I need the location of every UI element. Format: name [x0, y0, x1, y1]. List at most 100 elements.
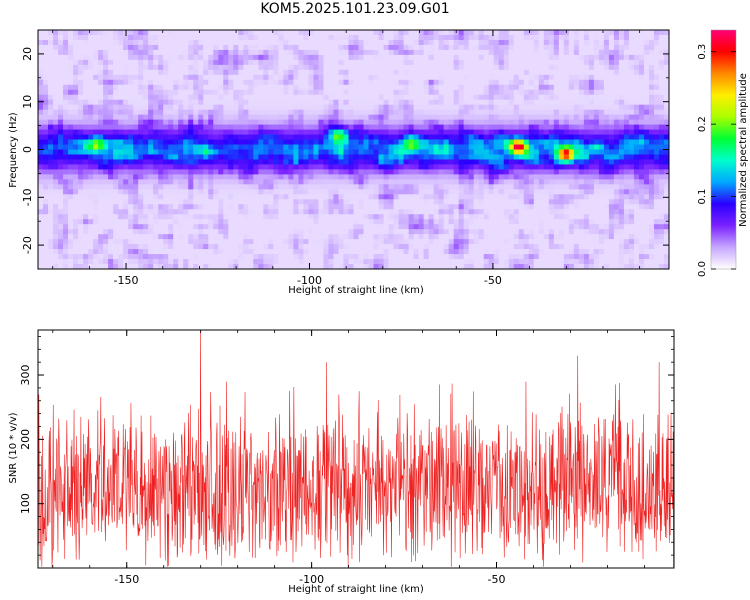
heatmap-cell [93, 204, 99, 210]
heatmap-cell [528, 74, 535, 81]
heatmap-cell [183, 154, 189, 160]
heatmap-cell [258, 149, 264, 155]
heatmap-cell [513, 204, 520, 210]
heatmap-cell [258, 30, 264, 36]
heatmap-cell [503, 99, 510, 106]
heatmap-cell [318, 89, 324, 96]
heatmap-cell [373, 54, 379, 61]
heatmap-cell [188, 124, 194, 130]
heatmap-cell [173, 114, 179, 121]
heatmap-cell [618, 89, 625, 96]
heatmap-cell [378, 114, 384, 121]
heatmap-cell [583, 204, 590, 210]
heatmap-cell [573, 174, 580, 180]
heatmap-cell [393, 179, 399, 185]
heatmap-cell [133, 204, 139, 210]
heatmap-cell [183, 69, 189, 76]
heatmap-cell [493, 94, 500, 101]
heatmap-cell [53, 134, 59, 140]
heatmap-cell [218, 59, 224, 66]
heatmap-cell [578, 144, 585, 150]
heatmap-cell [638, 114, 645, 121]
heatmap-cell [238, 34, 244, 41]
heatmap-cell [653, 94, 660, 101]
heatmap-cell [573, 74, 580, 81]
heatmap-cell [173, 119, 179, 126]
heatmap-cell [573, 54, 580, 61]
heatmap-cell [353, 64, 359, 71]
heatmap-cell [603, 164, 610, 170]
heatmap-cell [363, 39, 369, 46]
heatmap-cell [223, 124, 229, 130]
heatmap-cell [278, 164, 284, 170]
heatmap-cell [193, 144, 199, 150]
heatmap-cell [213, 49, 219, 56]
heatmap-cell [38, 94, 44, 101]
heatmap-cell [268, 174, 274, 180]
heatmap-cell [218, 34, 224, 41]
heatmap-cell [563, 104, 570, 111]
heatmap-cell [553, 154, 560, 160]
heatmap-cell [108, 94, 114, 101]
heatmap-cell [488, 139, 495, 145]
heatmap-cell [398, 194, 404, 200]
heatmap-cell [253, 209, 259, 215]
heatmap-cell [618, 209, 625, 215]
heatmap-cell [633, 64, 640, 71]
heatmap-cell [553, 219, 560, 225]
heatmap-cell [328, 184, 334, 190]
heatmap-cell [463, 194, 470, 200]
heatmap-cell [433, 59, 440, 66]
heatmap-cell [153, 209, 159, 215]
heatmap-cell [443, 104, 450, 111]
heatmap-cell [443, 189, 450, 195]
heatmap-cell [58, 119, 64, 126]
heatmap-cell [453, 184, 460, 190]
heatmap-cell [193, 124, 199, 130]
heatmap-cell [653, 54, 660, 61]
heatmap-cell [633, 189, 640, 195]
heatmap-cell [98, 134, 104, 140]
heatmap-cell [293, 219, 299, 225]
heatmap-cell [538, 104, 545, 111]
heatmap-cell [488, 79, 495, 86]
heatmap-cell [518, 194, 525, 200]
heatmap-cell [498, 89, 505, 96]
heatmap-cell [298, 44, 304, 51]
heatmap-cell [378, 119, 384, 126]
heatmap-cell [273, 179, 279, 185]
heatmap-cell [128, 154, 134, 160]
heatmap-cell [653, 89, 660, 96]
heatmap-cell [103, 39, 109, 46]
heatmap-cell [193, 34, 199, 41]
heatmap-cell [363, 224, 369, 230]
heatmap-cell [218, 44, 224, 51]
heatmap-cell [328, 149, 334, 155]
heatmap-cell [308, 114, 314, 121]
heatmap-cell [483, 124, 490, 130]
heatmap-cell [98, 144, 104, 150]
heatmap-cell [123, 89, 129, 96]
heatmap-cell [313, 104, 319, 111]
heatmap-cell [98, 94, 104, 101]
heatmap-cell [243, 124, 249, 130]
heatmap-cell [133, 149, 139, 155]
heatmap-cell [533, 184, 540, 190]
heatmap-cell [128, 219, 134, 225]
heatmap-cell [198, 179, 204, 185]
heatmap-cell [83, 69, 89, 76]
heatmap-cell [108, 74, 114, 81]
heatmap-cell [428, 59, 435, 66]
heatmap-cell [333, 169, 339, 175]
heatmap-cell [358, 64, 364, 71]
heatmap-cell [358, 124, 364, 130]
heatmap-cell [613, 199, 620, 205]
heatmap-cell [83, 94, 89, 101]
heatmap-cell [618, 124, 625, 130]
heatmap-cell [208, 179, 214, 185]
heatmap-cell [488, 49, 495, 56]
heatmap-cell [343, 99, 349, 106]
heatmap-cell [218, 199, 224, 205]
heatmap-cell [308, 204, 314, 210]
heatmap-cell [498, 69, 505, 76]
